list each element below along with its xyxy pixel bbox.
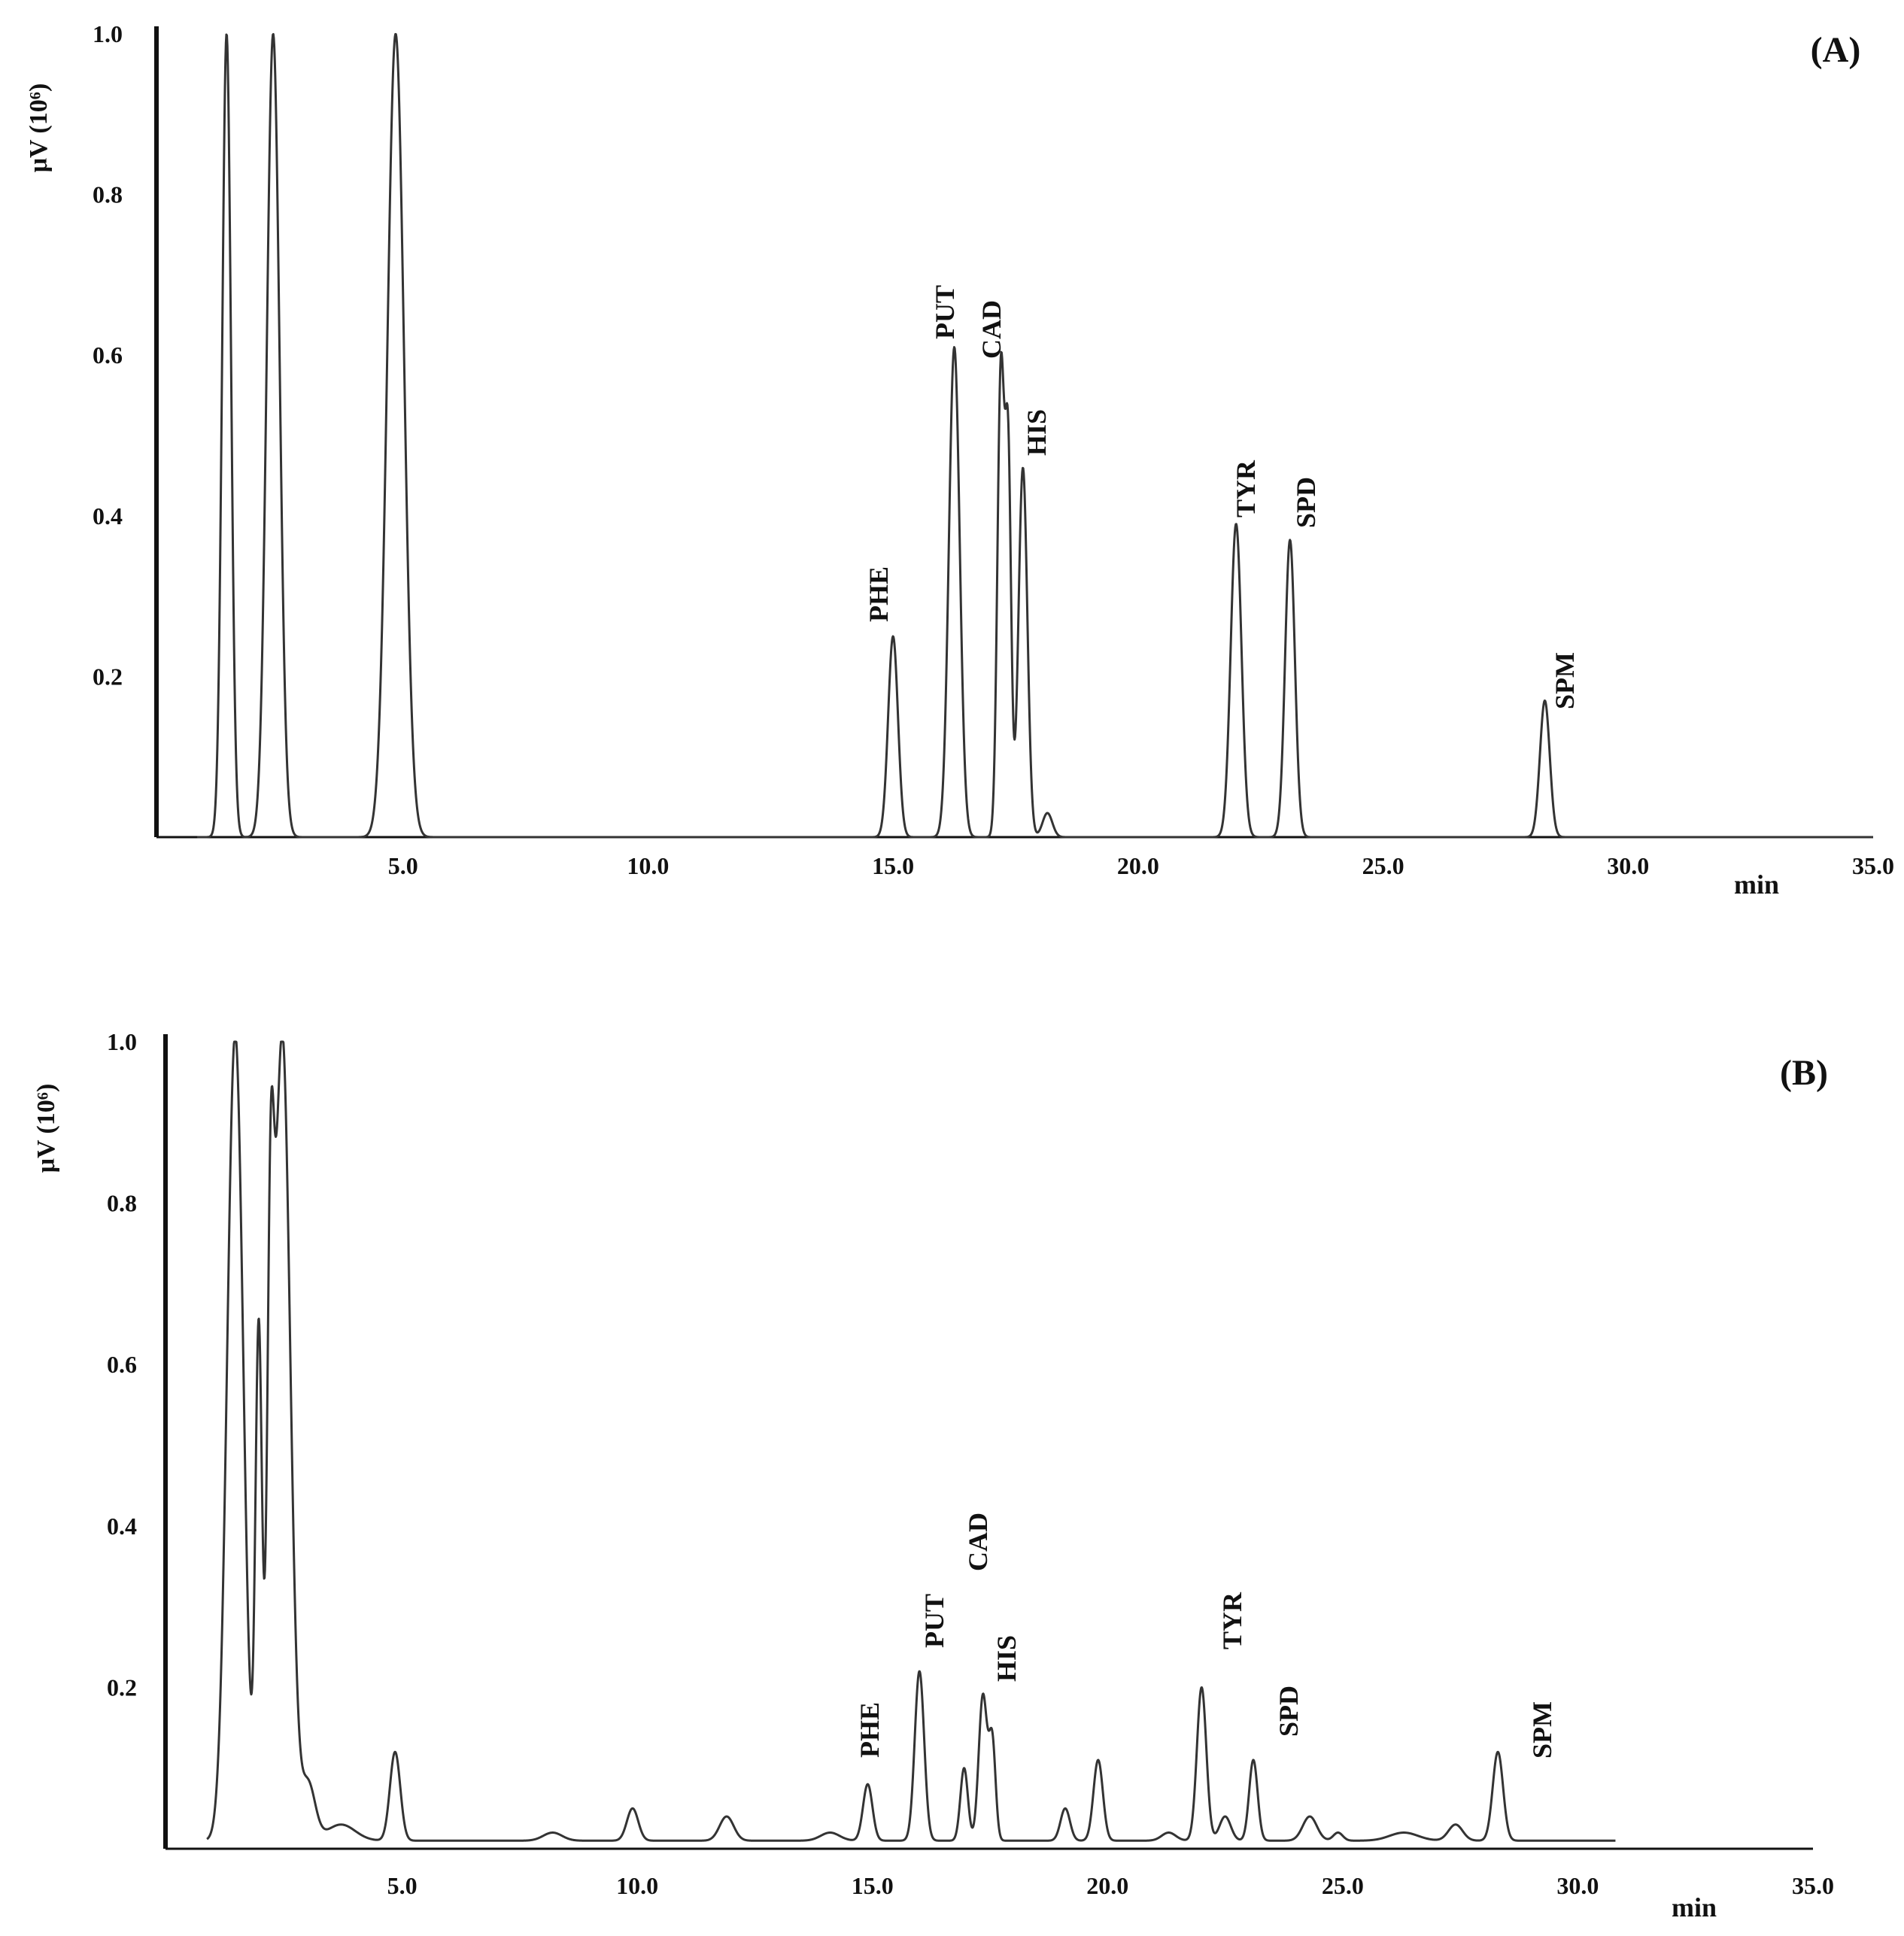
y-tick-label: 0.6 [93, 341, 123, 369]
peak-label-spm: SPM [1527, 1701, 1557, 1758]
x-tick-label: 15.0 [872, 852, 914, 879]
x-tick-label: 20.0 [1086, 1872, 1128, 1899]
y-tick-label: 0.2 [93, 663, 123, 690]
chart-panel-a: 5.0 10.0 15.0 20.0 25.0 30.0 35.0 0.2 0.4 0.6 0.8 1… [25, 20, 1894, 900]
peak-label-spm: SPM [1550, 652, 1580, 709]
x-tick-label: 10.0 [616, 1872, 658, 1899]
peak-label-put: PUT [930, 285, 960, 339]
y-tick-label: 1.0 [107, 1028, 137, 1055]
y-tick-label: 0.4 [107, 1513, 137, 1540]
peak-label-spd: SPD [1291, 477, 1321, 528]
peak-label-phe: PHE [864, 566, 894, 622]
x-tick-label: 10.0 [627, 852, 669, 879]
x-tick-label: 20.0 [1117, 852, 1159, 879]
peak-label-phe: PHE [855, 1702, 885, 1758]
y-tick-label: 1.0 [93, 20, 123, 47]
x-tick-label: 30.0 [1556, 1872, 1599, 1899]
x-tick-label: 35.0 [1852, 852, 1894, 879]
y-axis-title: μV (10⁶) [25, 83, 53, 173]
x-axis-title: min [1672, 1892, 1717, 1922]
chart-panel-b: 5.0 10.0 15.0 20.0 25.0 30.0 35.0 0.2 0.4 0.6 0.8 1… [32, 1028, 1834, 1922]
x-axis-title: min [1734, 869, 1779, 900]
peak-label-cad: CAD [976, 300, 1007, 359]
peak-label-put: PUT [919, 1594, 949, 1648]
x-tick-label: 30.0 [1607, 852, 1649, 879]
peak-label-tyr: TYR [1231, 460, 1261, 517]
panel-label: (B) [1780, 1053, 1828, 1093]
y-tick-label: 0.6 [107, 1351, 137, 1378]
y-tick-label: 0.8 [93, 181, 123, 208]
y-tick-label: 0.2 [107, 1674, 137, 1701]
chromatogram-trace [196, 32, 1874, 839]
y-tick-label: 0.4 [93, 502, 123, 530]
peak-label-his: HIS [1022, 409, 1052, 456]
peak-label-tyr: TYR [1217, 1592, 1247, 1649]
chromatogram-trace [206, 1040, 1617, 1842]
peak-label-spd: SPD [1274, 1686, 1304, 1737]
peak-label-his: HIS [991, 1635, 1022, 1682]
y-axis-title: μV (10⁶) [32, 1084, 60, 1173]
x-tick-label: 15.0 [852, 1872, 894, 1899]
x-tick-label: 5.0 [387, 1872, 418, 1899]
y-tick-label: 0.8 [107, 1190, 137, 1217]
x-tick-label: 5.0 [388, 852, 418, 879]
x-tick-label: 35.0 [1792, 1872, 1834, 1899]
panel-label: (A) [1811, 30, 1861, 70]
x-tick-label: 25.0 [1362, 852, 1404, 879]
x-tick-label: 25.0 [1322, 1872, 1364, 1899]
peak-label-cad: CAD [963, 1513, 993, 1571]
